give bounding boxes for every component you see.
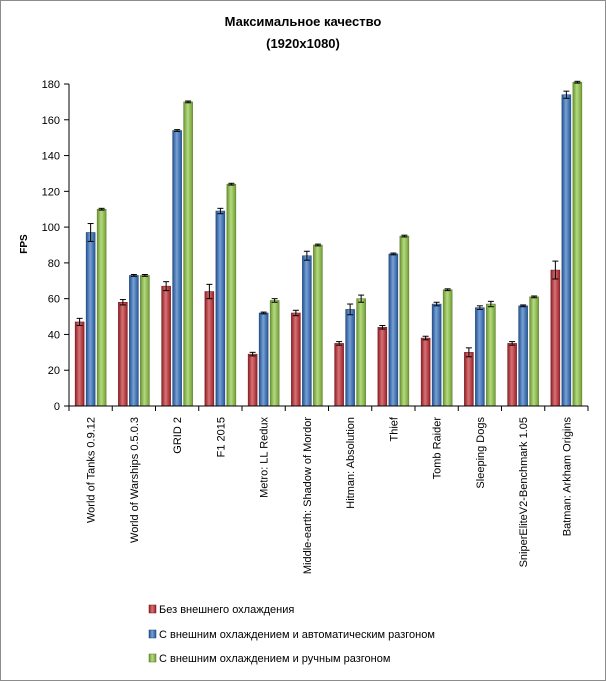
x-tick-label: Hitman: Absolution [345, 417, 357, 509]
bar [313, 244, 323, 407]
y-tick-label: 180 [42, 79, 60, 91]
y-tick-label: 60 [48, 294, 60, 306]
x-tick-label: Tomb Raider [432, 417, 444, 480]
x-axis: World of Tanks 0.9.12 World of Warships 0… [68, 405, 589, 574]
y-axis-label: FPS [19, 234, 30, 254]
y-tick-label: 80 [48, 258, 60, 270]
x-tick-label: GRID 2 [172, 417, 184, 454]
y-tick-label: 100 [42, 222, 60, 234]
bar [475, 307, 485, 407]
y-tick-label: 0 [54, 401, 60, 413]
bar [247, 353, 258, 407]
bar [529, 296, 539, 407]
bar [334, 343, 344, 407]
bar [507, 343, 517, 407]
legend: Без внешнего охлаждения С внешним охлажде… [148, 604, 435, 665]
bar [464, 352, 474, 407]
x-tick-label: Sleeping Dogs [475, 417, 487, 489]
x-tick-label: Batman: Arkham Origins [561, 417, 573, 537]
legend-label: С внешним охлаждением и ручным разгоном [159, 653, 390, 665]
bar [302, 255, 312, 407]
bar [345, 309, 355, 407]
y-tick-label: 160 [42, 115, 60, 127]
bar [518, 305, 528, 407]
bar [74, 321, 85, 407]
bar [377, 327, 388, 407]
bar [269, 300, 280, 407]
y-tick-label: 40 [48, 329, 60, 341]
bar [431, 303, 442, 407]
bar [183, 101, 193, 407]
x-tick-label: World of Warships 0.5.0.3 [129, 417, 141, 543]
bar [258, 312, 269, 407]
bar [85, 232, 96, 407]
y-tick-label: 140 [42, 151, 60, 163]
bar [172, 130, 182, 407]
x-tick-label: F1 2015 [215, 417, 227, 457]
bar [550, 269, 561, 407]
bar [118, 301, 128, 407]
chart-title: Максимальное качество [225, 14, 382, 29]
bar [140, 275, 150, 407]
bar [420, 337, 431, 407]
bar [356, 298, 366, 407]
bar [96, 208, 107, 407]
bar [572, 81, 583, 407]
legend-swatch [148, 629, 157, 639]
bar [204, 291, 215, 407]
y-tick-label: 120 [42, 186, 60, 198]
bar-series-group [74, 80, 583, 407]
bar [291, 312, 301, 407]
bar [486, 303, 496, 407]
x-tick-label: SniperEliteV2-Benchmark 1.05 [518, 417, 530, 567]
bar [399, 235, 410, 407]
bar [161, 285, 171, 407]
x-tick-label: Middle-earth: Shadow of Mordor [302, 417, 314, 574]
x-tick-label: Thief [388, 416, 400, 441]
x-tick-label: Metro: LL Redux [259, 417, 271, 498]
legend-swatch [148, 604, 157, 614]
bar [388, 253, 399, 407]
chart-subtitle: (1920x1080) [266, 36, 340, 51]
bar [226, 183, 237, 407]
bar [561, 94, 572, 407]
bar [215, 210, 226, 407]
legend-label: Без внешнего охлаждения [159, 604, 294, 616]
legend-swatch [148, 653, 157, 663]
bar [442, 289, 453, 407]
legend-label: С внешним охлаждением и автоматическим р… [159, 629, 435, 641]
y-tick-label: 20 [48, 365, 60, 377]
y-axis: 0 20 40 60 80 100 120 140 160 180 [42, 79, 70, 413]
bar [129, 275, 139, 407]
x-tick-label: World of Tanks 0.9.12 [86, 417, 98, 523]
